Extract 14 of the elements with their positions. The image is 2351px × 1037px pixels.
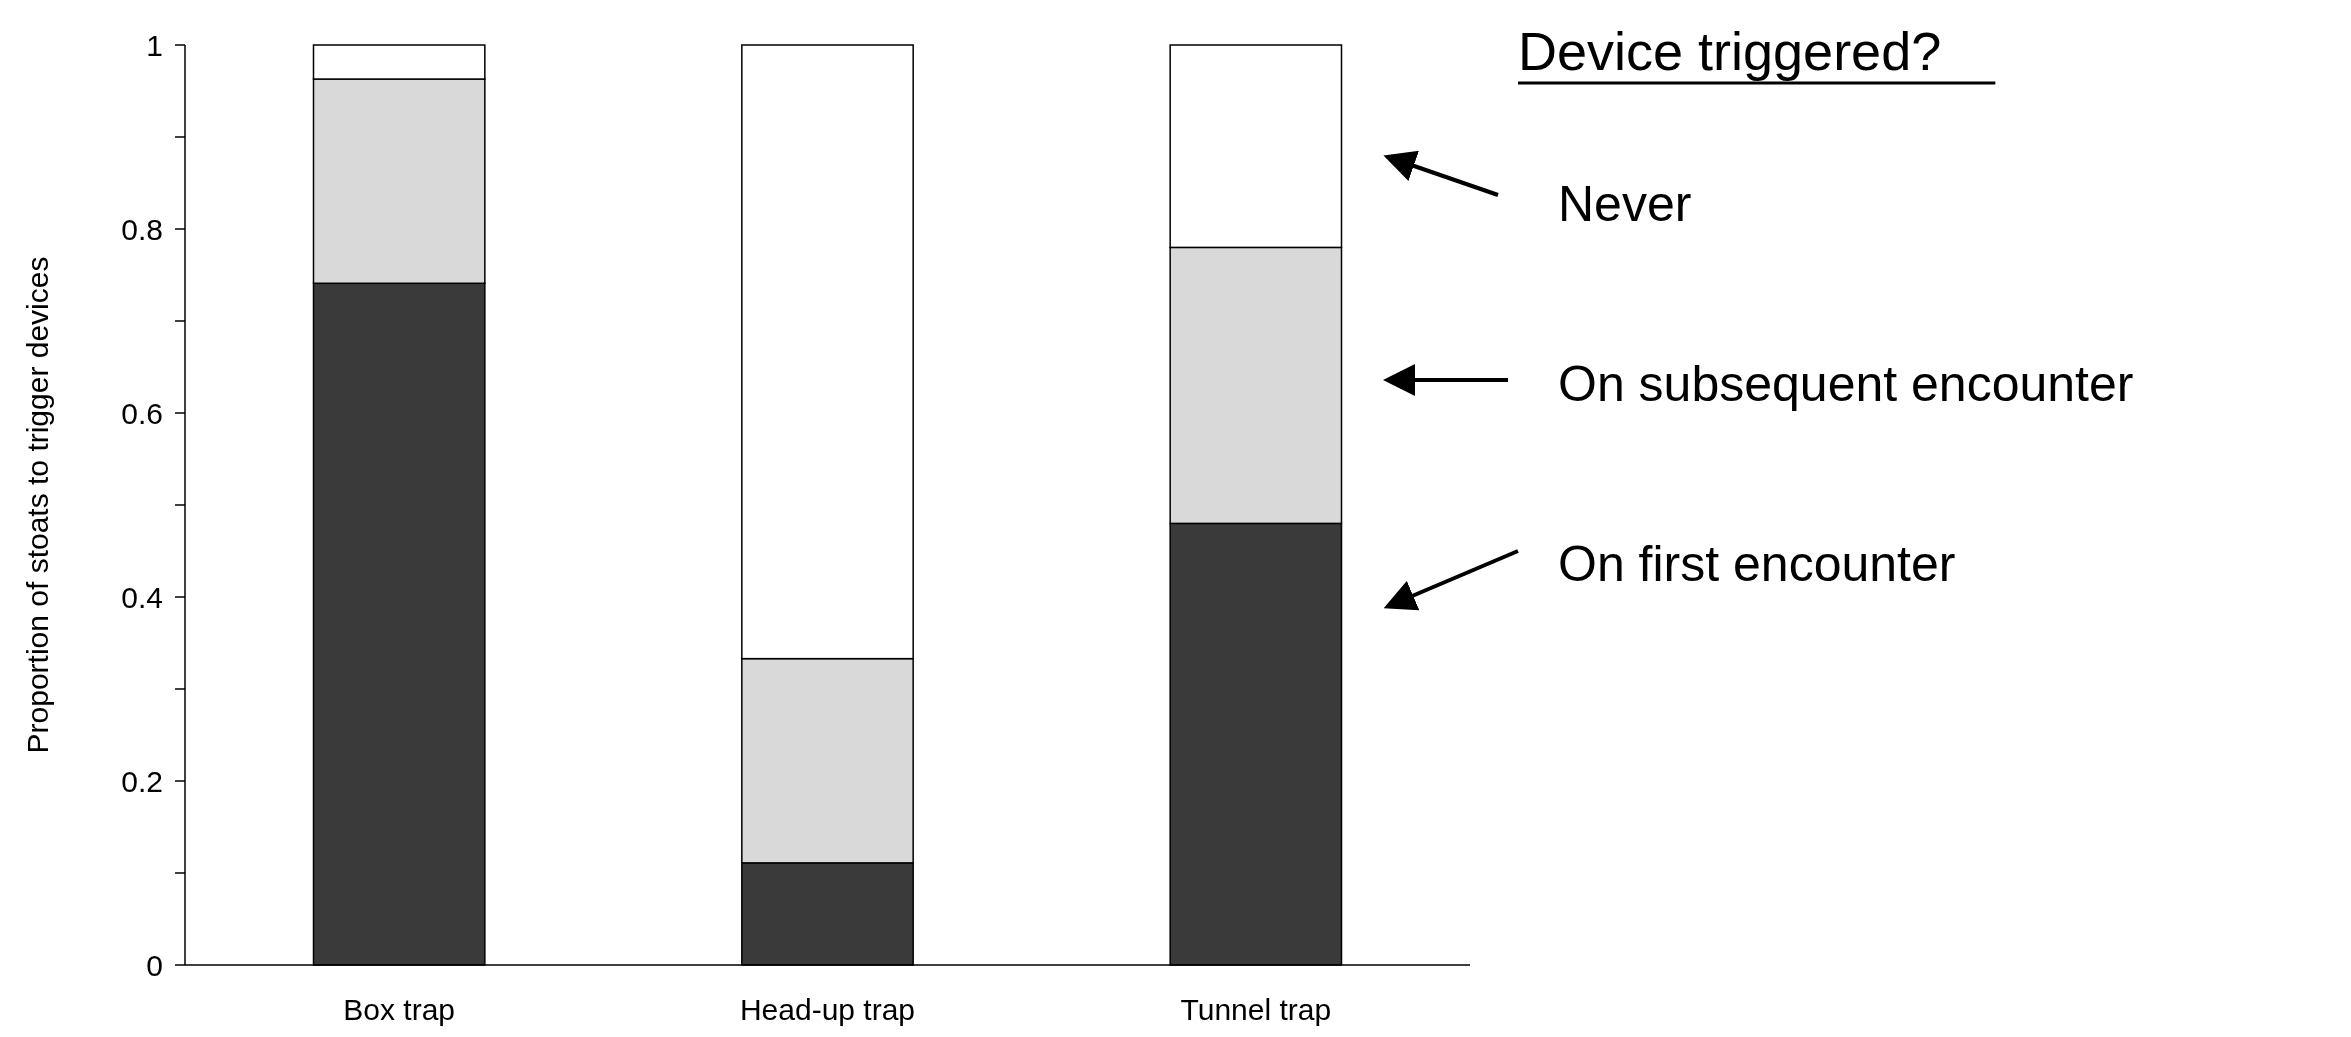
- x-tick-label: Tunnel trap: [1180, 993, 1332, 1026]
- y-tick-label: 0: [146, 948, 163, 982]
- x-tick-label: Box trap: [343, 993, 456, 1026]
- y-tick-label: 0.8: [121, 212, 163, 246]
- legend-title: Device triggered?: [1518, 21, 1942, 81]
- y-tick-label: 0.4: [121, 580, 163, 614]
- legend-label: On subsequent encounter: [1558, 355, 2134, 412]
- y-axis-title: Proportion of stoats to trigger devices: [21, 256, 54, 754]
- y-tick-label: 0.6: [121, 396, 163, 430]
- legend-label: On first encounter: [1558, 535, 1956, 592]
- legend-label: Never: [1558, 175, 1692, 232]
- x-tick-label: Head-up trap: [739, 993, 916, 1026]
- y-tick-label: 1: [146, 28, 163, 62]
- y-tick-label: 0.2: [121, 764, 163, 798]
